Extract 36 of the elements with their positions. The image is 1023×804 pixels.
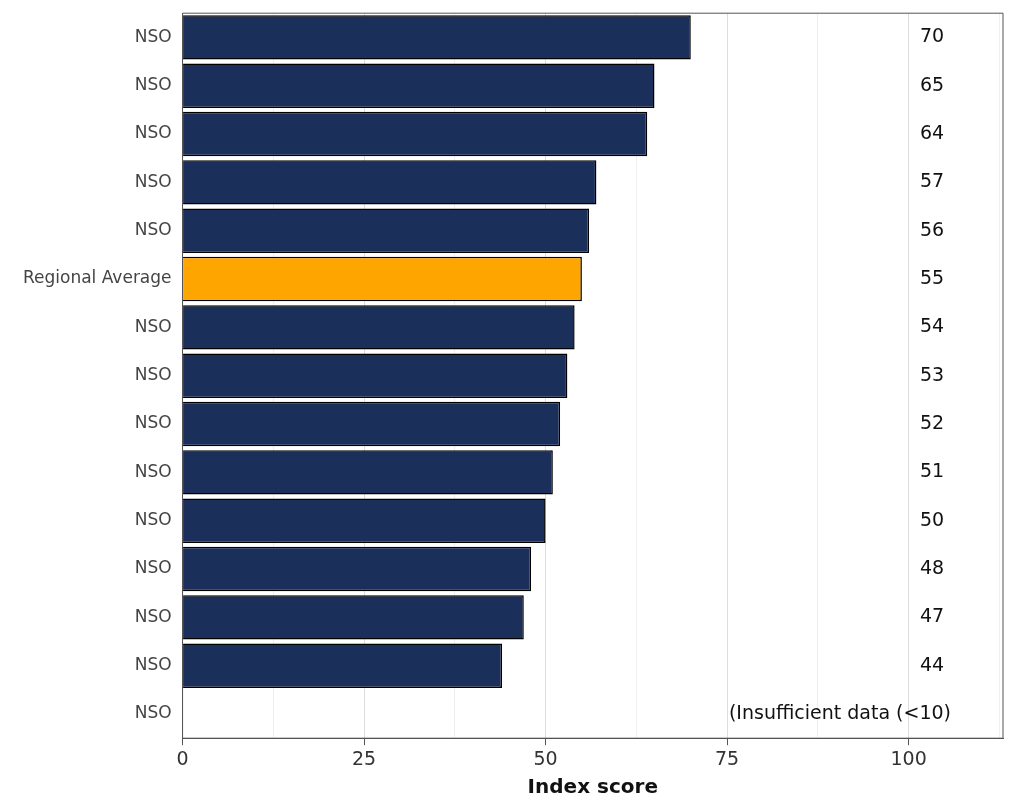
y-tick-label: NSO [134,460,172,481]
data-label: 70 [920,24,945,47]
x-tick-label: 0 [176,746,189,769]
x-tick-label: 50 [533,746,558,769]
y-tick-label: NSO [134,364,172,385]
data-label: 53 [920,362,945,385]
data-label: 57 [920,169,945,192]
y-tick-label: NSO [134,170,172,191]
data-label: 52 [920,410,945,433]
y-tick-label: NSO [134,557,172,578]
y-tick-label: NSO [134,122,172,143]
y-tick-label: NSO [134,219,172,240]
y-tick-label: NSO [134,74,172,95]
data-label: 50 [920,507,945,530]
text: (Insufficient data (<10) [728,700,951,723]
x-tick-label: 100 [890,746,927,769]
data-label: 65 [920,72,945,95]
y-tick-label: NSO [134,412,172,433]
y-tick-label: NSO [134,654,172,675]
data-label: 55 [920,265,945,288]
data-label: 44 [920,652,945,675]
y-tick-label: NSO [134,605,172,626]
data-label: 64 [920,120,945,143]
x-tick-label: 25 [351,746,377,769]
y-tick-label: NSO [134,25,172,46]
x-tick-label: 75 [715,746,740,769]
y-tick-label: NSO [134,509,172,530]
data-label: 51 [920,459,945,482]
data-label: 47 [920,604,945,627]
data-label: 54 [920,314,945,337]
data-label: 56 [920,217,945,240]
x-axis-title: Index score [527,774,658,799]
y-tick-label: NSO [134,702,172,723]
data-label: 48 [920,555,945,578]
y-tick-label: Regional Average [22,267,172,288]
y-tick-label: NSO [134,315,172,336]
